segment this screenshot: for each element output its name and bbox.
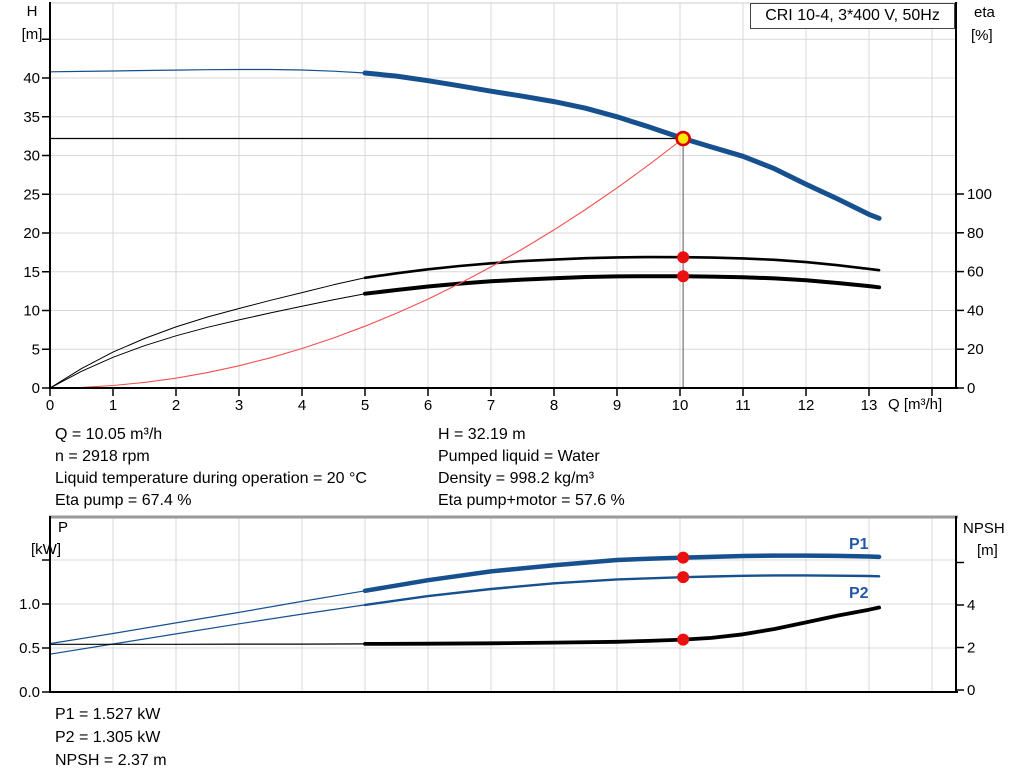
x-tick-label: 5 — [361, 397, 369, 414]
duty-value-dot — [677, 251, 690, 264]
duty-value-dot — [677, 571, 690, 584]
curve-Eta pump+motor-thin — [49, 293, 366, 389]
duty-value-dot — [677, 551, 690, 564]
right-tick-label: 60 — [967, 264, 984, 281]
left-tick-label: 0.5 — [19, 640, 40, 657]
left-tick-label: 1.0 — [19, 596, 40, 613]
left-tick-label: 15 — [23, 264, 40, 281]
power-npsh-chart[interactable]: 0.0 0.5 1.0 0 2 4 — [19, 515, 975, 701]
left-tick-label: 10 — [23, 303, 40, 320]
right-tick-label: 0 — [967, 380, 975, 397]
left-tick-label: 0.0 — [19, 684, 40, 701]
duty-value-dot — [677, 633, 690, 646]
right-tick-label: 0 — [967, 682, 975, 699]
power-annotations: P1 = 1.527 kW P2 = 1.305 kW NPSH = 2.37 … — [55, 703, 167, 772]
eta-axis-unit: [%] — [971, 27, 993, 44]
annotation-p2: P2 = 1.305 kW — [55, 729, 161, 746]
duty-annotations-right: H = 32.19 m Pumped liquid = Water Densit… — [438, 424, 625, 512]
pump-title-box: CRI 10-4, 3*400 V, 50Hz — [750, 3, 955, 29]
curve-Eta pump-thin — [49, 277, 366, 389]
curve-P2 — [363, 574, 881, 607]
x-tick-label: 12 — [798, 397, 815, 414]
duty-value-dot — [677, 270, 690, 283]
right-tick-label: 2 — [967, 640, 975, 657]
x-tick-label: 10 — [672, 397, 689, 414]
curve-System curve-thin — [49, 137, 684, 389]
q-axis-title: Q [m³/h] — [888, 396, 943, 413]
annotation-q: Q = 10.05 m³/h — [55, 426, 163, 443]
x-tick-label: 1 — [109, 397, 117, 414]
p1-curve-label: P1 — [849, 536, 869, 553]
curve-Eta pump+motor — [363, 274, 882, 296]
annotation-liquid-temp: Liquid temperature during operation = 20… — [55, 470, 367, 487]
right-tick-label: 40 — [967, 302, 984, 319]
annotation-p1: P1 = 1.527 kW — [55, 706, 161, 723]
curve-P2-thin — [49, 604, 366, 655]
left-tick-label: 20 — [23, 225, 40, 242]
right-tick-label: 80 — [967, 225, 984, 242]
curve-NPSH — [363, 605, 881, 646]
x-tick-label: 4 — [298, 397, 306, 414]
right-tick-label: 20 — [967, 341, 984, 358]
left-tick-label: 25 — [23, 186, 40, 203]
right-tick-label: 100 — [967, 186, 992, 203]
x-tick-label: 11 — [735, 397, 751, 414]
x-tick-label: 6 — [424, 397, 432, 414]
p-axis-title: P — [57, 519, 68, 536]
annotation-rpm: n = 2918 rpm — [55, 448, 150, 465]
x-tick-label: 9 — [613, 397, 621, 414]
curve-Head curve H(Q)-thin — [49, 68, 366, 74]
left-tick-label: 40 — [23, 70, 40, 87]
p-axis-unit: [kW] — [31, 541, 61, 558]
h-axis-title: H — [26, 3, 38, 20]
curve-P1-thin — [49, 590, 366, 645]
left-tick-label: 0 — [32, 380, 40, 397]
curve-Head curve H(Q) — [362, 70, 882, 221]
p2-curve-label: P2 — [849, 585, 869, 602]
right-tick-label: 4 — [967, 597, 975, 614]
annotation-pumped-liquid: Pumped liquid = Water — [438, 448, 600, 465]
annotation-density: Density = 998.2 kg/m³ — [438, 470, 595, 487]
annotation-eta-pump-motor: Eta pump+motor = 57.6 % — [438, 492, 625, 509]
curve-P1 — [362, 553, 882, 594]
duty-annotations-left: Q = 10.05 m³/h n = 2918 rpm Liquid tempe… — [55, 424, 367, 512]
annotation-npsh: NPSH = 2.37 m — [55, 752, 167, 769]
annotation-eta-pump: Eta pump = 67.4 % — [55, 492, 192, 509]
x-tick-label: 7 — [487, 397, 495, 414]
left-tick-label: 5 — [32, 341, 40, 358]
x-tick-label: 2 — [172, 397, 180, 414]
npsh-axis-title: NPSH — [963, 520, 1005, 537]
eta-axis-title: eta — [974, 4, 995, 21]
left-tick-label: 30 — [23, 148, 40, 165]
h-axis-unit: [m] — [21, 26, 43, 43]
x-tick-label: 0 — [46, 397, 54, 414]
npsh-axis-unit: [m] — [977, 542, 998, 559]
left-tick-label: 35 — [23, 109, 40, 126]
x-tick-label: 13 — [861, 397, 878, 414]
curve-Eta pump — [363, 255, 881, 280]
annotation-h: H = 32.19 m — [438, 426, 526, 443]
x-tick-label: 3 — [235, 397, 243, 414]
x-tick-label: 8 — [550, 397, 558, 414]
duty-point-marker[interactable] — [675, 130, 691, 147]
